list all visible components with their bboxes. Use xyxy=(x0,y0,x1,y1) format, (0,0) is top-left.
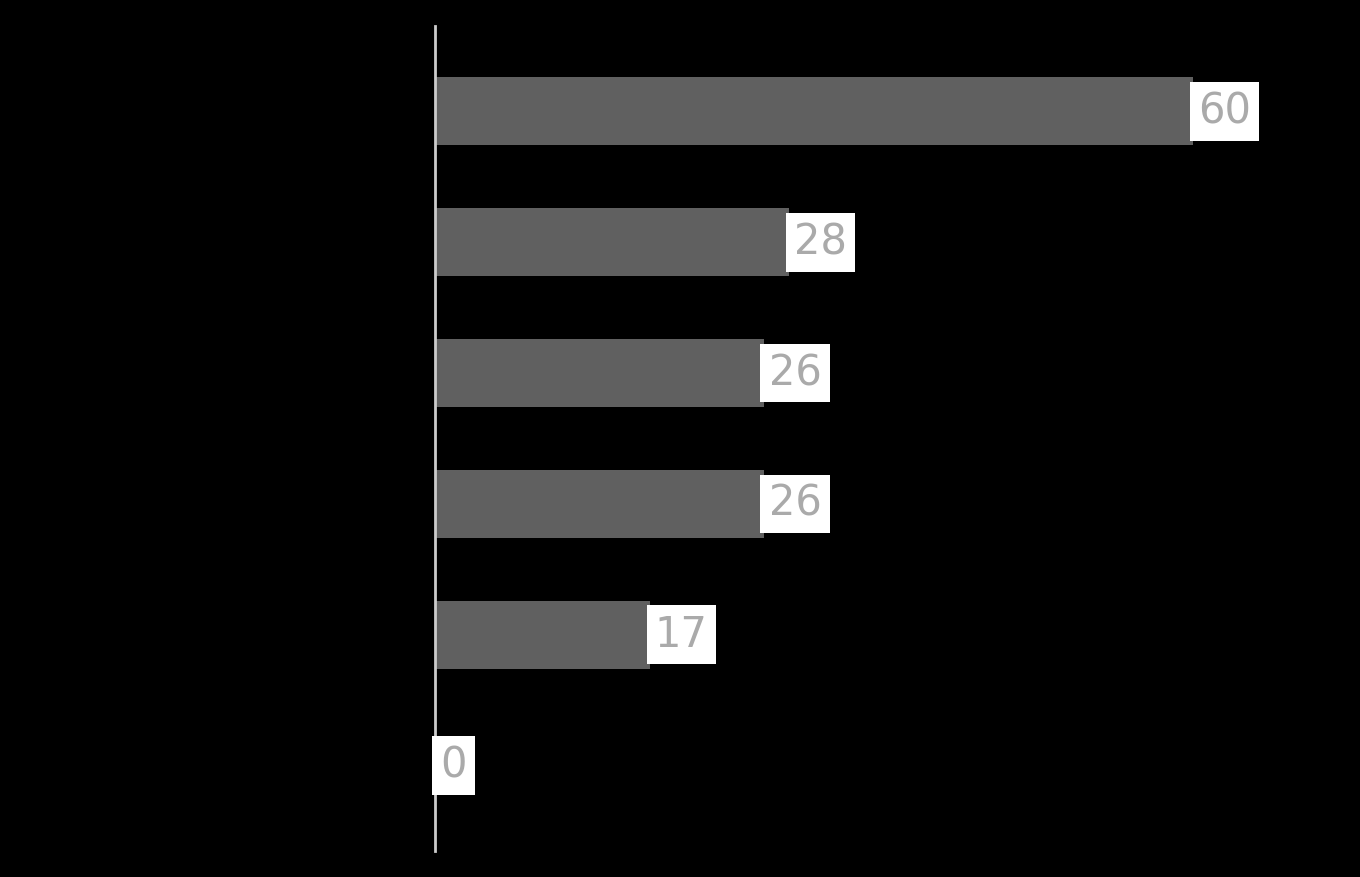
Text: 0: 0 xyxy=(441,745,466,787)
Bar xyxy=(435,77,1193,146)
Bar xyxy=(435,208,789,276)
Text: 28: 28 xyxy=(794,221,847,263)
Text: 17: 17 xyxy=(656,614,707,656)
Text: 60: 60 xyxy=(1198,90,1251,132)
Bar xyxy=(435,601,650,669)
Text: 26: 26 xyxy=(768,352,821,394)
Text: 26: 26 xyxy=(768,483,821,525)
Bar xyxy=(435,339,763,407)
Bar xyxy=(435,470,763,538)
